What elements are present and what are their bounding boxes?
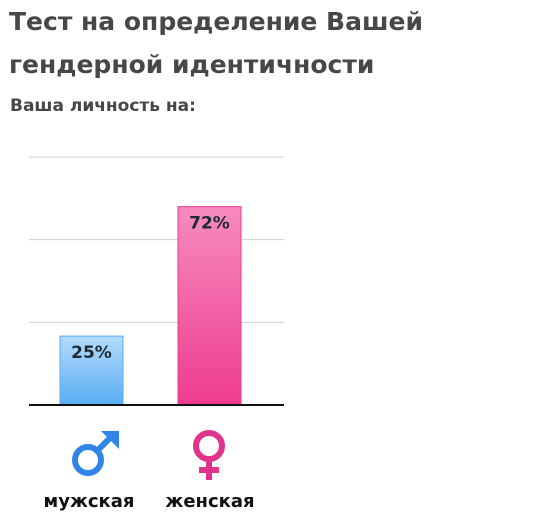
category-label-male: мужская bbox=[43, 491, 135, 512]
page-subtitle: Ваша личность на: bbox=[10, 96, 196, 116]
page-title: Тест на определение Вашей гендерной иден… bbox=[9, 7, 423, 79]
category-label-female: женская bbox=[165, 491, 255, 512]
bar-value-label: 25% bbox=[71, 343, 112, 363]
male-symbol-icon bbox=[72, 431, 119, 476]
bar-female bbox=[177, 206, 242, 406]
bar-male bbox=[59, 335, 124, 406]
female-symbol-icon bbox=[193, 430, 225, 480]
bar-value-label: 72% bbox=[189, 214, 230, 234]
